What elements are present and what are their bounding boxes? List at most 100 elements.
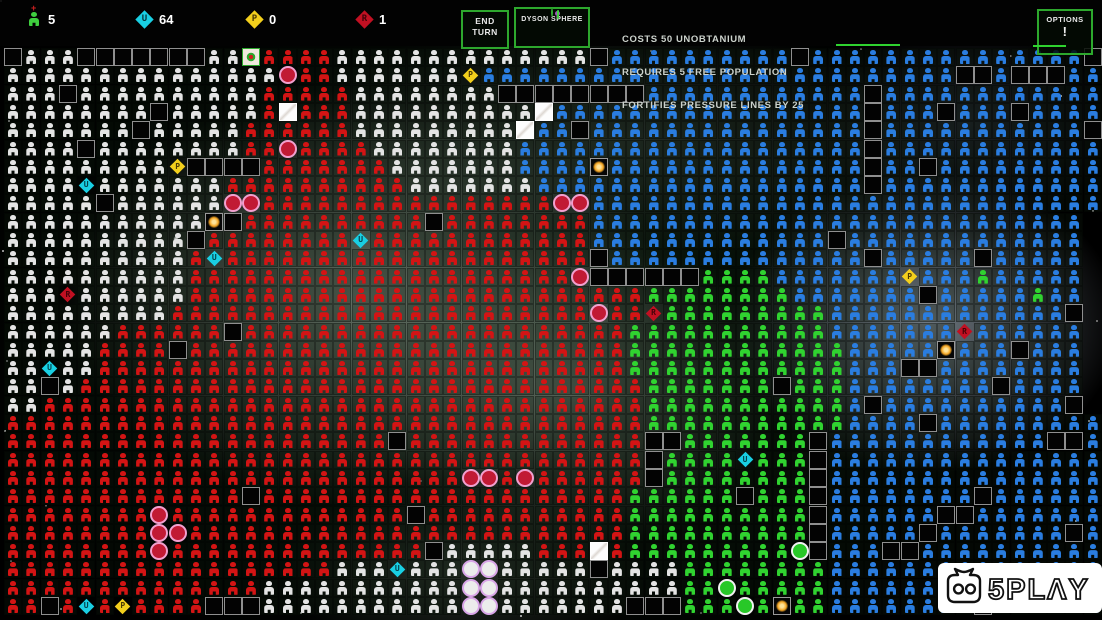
- white-civ-person[interactable]: [351, 84, 370, 103]
- red-civ-person[interactable]: [443, 414, 462, 432]
- red-civ-person[interactable]: [223, 231, 242, 249]
- blue-civ-person[interactable]: [1010, 542, 1029, 561]
- red-civ-person[interactable]: [95, 468, 114, 487]
- white-civ-person[interactable]: [77, 322, 96, 341]
- red-civ-person[interactable]: [150, 487, 169, 506]
- pressure-diamond[interactable]: [901, 268, 919, 286]
- red-civ-person[interactable]: [424, 194, 443, 213]
- red-civ-person[interactable]: [187, 395, 205, 414]
- white-civ-person[interactable]: [370, 66, 388, 85]
- white-civ-person[interactable]: [388, 84, 407, 103]
- blue-civ-person[interactable]: [534, 176, 553, 195]
- blue-civ-person[interactable]: [973, 304, 992, 323]
- red-civ-person[interactable]: [296, 487, 315, 506]
- white-person-violet-ring[interactable]: [461, 578, 480, 597]
- red-civ-person[interactable]: [113, 414, 132, 432]
- red-civ-person[interactable]: [260, 377, 279, 396]
- green-civ-person[interactable]: [736, 359, 754, 378]
- black-empty-cell[interactable]: [809, 542, 828, 561]
- white-civ-person[interactable]: [58, 48, 77, 66]
- red-civ-person[interactable]: [95, 597, 114, 615]
- blue-civ-person[interactable]: [571, 139, 590, 158]
- red-civ-person[interactable]: [589, 322, 608, 341]
- red-civ-person[interactable]: [77, 377, 96, 396]
- blue-civ-person[interactable]: [864, 542, 883, 561]
- red-civ-person[interactable]: [607, 395, 626, 414]
- white-civ-person[interactable]: [4, 267, 22, 286]
- blue-civ-person[interactable]: [973, 84, 992, 103]
- red-civ-person[interactable]: [150, 377, 169, 396]
- red-civ-person[interactable]: [113, 340, 132, 359]
- red-civ-person[interactable]: [4, 542, 22, 561]
- green-civ-person[interactable]: [736, 340, 754, 359]
- red-civ-person[interactable]: [205, 560, 224, 579]
- red-civ-person[interactable]: [406, 432, 425, 451]
- blue-civ-person[interactable]: [973, 340, 992, 359]
- red-civ-person[interactable]: [571, 359, 590, 378]
- white-civ-person[interactable]: [150, 139, 169, 158]
- red-civ-person[interactable]: [571, 505, 590, 524]
- blue-civ-person[interactable]: [626, 102, 645, 121]
- red-civ-person[interactable]: [205, 432, 224, 451]
- red-civ-person[interactable]: [333, 176, 352, 195]
- white-civ-person[interactable]: [406, 121, 425, 140]
- green-civ-person[interactable]: [699, 523, 718, 542]
- red-civ-person[interactable]: [553, 395, 571, 414]
- blue-civ-person[interactable]: [919, 505, 937, 524]
- unobtanium-diamond[interactable]: [77, 597, 95, 615]
- black-empty-cell[interactable]: [40, 377, 59, 396]
- red-civ-person[interactable]: [498, 267, 517, 286]
- green-civ-person[interactable]: [736, 542, 754, 561]
- red-civ-person[interactable]: [498, 304, 517, 323]
- green-civ-person[interactable]: [754, 597, 773, 615]
- red-person-pink-ring[interactable]: [589, 304, 608, 323]
- white-civ-person[interactable]: [132, 249, 151, 268]
- red-civ-person[interactable]: [58, 395, 77, 414]
- red-civ-person[interactable]: [205, 304, 224, 323]
- blue-civ-person[interactable]: [754, 231, 773, 249]
- red-civ-person[interactable]: [205, 322, 224, 341]
- red-civ-person[interactable]: [516, 231, 535, 249]
- blue-civ-person[interactable]: [937, 66, 956, 85]
- red-civ-person[interactable]: [296, 212, 315, 231]
- white-civ-person[interactable]: [40, 139, 59, 158]
- blue-civ-person[interactable]: [1028, 377, 1047, 396]
- red-civ-person[interactable]: [260, 395, 279, 414]
- black-empty-cell[interactable]: [187, 157, 205, 176]
- red-civ-person[interactable]: [553, 414, 571, 432]
- blue-civ-person[interactable]: [992, 523, 1011, 542]
- red-civ-person[interactable]: [278, 212, 297, 231]
- red-civ-person[interactable]: [315, 560, 334, 579]
- green-civ-person[interactable]: [717, 542, 736, 561]
- red-civ-person[interactable]: [333, 249, 352, 268]
- unobtanium-diamond[interactable]: [736, 451, 754, 469]
- green-civ-person[interactable]: [772, 560, 791, 579]
- red-civ-person[interactable]: [315, 176, 334, 195]
- white-civ-person[interactable]: [370, 139, 388, 158]
- red-civ-person[interactable]: [168, 304, 187, 323]
- red-civ-person[interactable]: [260, 139, 279, 158]
- green-civ-person[interactable]: [809, 597, 828, 615]
- black-empty-cell[interactable]: [809, 450, 828, 469]
- blue-civ-person[interactable]: [973, 359, 992, 378]
- red-civ-person[interactable]: [113, 542, 132, 561]
- blue-civ-person[interactable]: [1047, 121, 1066, 140]
- white-civ-person[interactable]: [443, 139, 462, 158]
- blue-civ-person[interactable]: [864, 468, 883, 487]
- red-civ-person[interactable]: [241, 450, 260, 469]
- blue-civ-person[interactable]: [1010, 468, 1029, 487]
- red-civ-person[interactable]: [589, 505, 608, 524]
- white-civ-person[interactable]: [113, 139, 132, 158]
- white-civ-person[interactable]: [77, 84, 96, 103]
- white-civ-person[interactable]: [132, 176, 151, 195]
- red-civ-person[interactable]: [370, 176, 388, 195]
- blue-civ-person[interactable]: [498, 66, 517, 85]
- white-civ-person[interactable]: [479, 102, 498, 121]
- blue-civ-person[interactable]: [900, 121, 919, 140]
- blue-civ-person[interactable]: [772, 48, 791, 66]
- white-civ-person[interactable]: [77, 340, 96, 359]
- blue-civ-person[interactable]: [699, 249, 718, 268]
- red-civ-person[interactable]: [424, 267, 443, 286]
- blue-civ-person[interactable]: [827, 66, 846, 85]
- green-civ-person[interactable]: [809, 560, 828, 579]
